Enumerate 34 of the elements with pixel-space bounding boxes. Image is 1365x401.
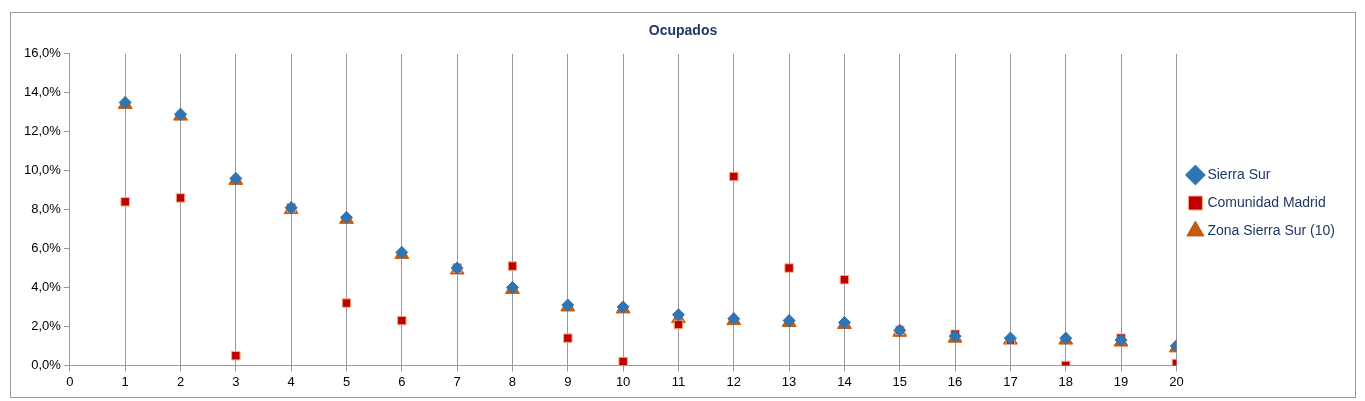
x-tick-label: 20 (1169, 373, 1184, 389)
x-tick-label: 0 (66, 373, 74, 389)
x-tick-label: 11 (671, 373, 686, 389)
y-tick-label: 16,0% (23, 45, 62, 61)
x-tick-label: 15 (892, 373, 907, 389)
x-tick-label: 8 (508, 373, 517, 389)
y-tick-label: 10,0% (23, 162, 62, 178)
x-tick-label: 4 (287, 373, 295, 389)
y-tick-label: 2,0% (31, 318, 62, 334)
y-tick-label: 8,0% (31, 201, 62, 217)
x-tick-label: 17 (1003, 373, 1018, 389)
x-tick-label: 9 (564, 373, 572, 389)
x-tick-label: 7 (453, 373, 461, 389)
x-tick-label: 19 (1113, 373, 1129, 389)
y-tick-label: 14,0% (23, 84, 62, 100)
chart-title: Ocupados (648, 22, 718, 39)
x-tick-label: 6 (398, 373, 406, 389)
y-tick-label: 12,0% (23, 123, 62, 139)
x-tick-label: 12 (726, 373, 742, 389)
x-tick-label: 16 (947, 373, 963, 389)
legend-label: Sierra Sur (1207, 165, 1271, 182)
x-tick-label: 13 (781, 373, 797, 389)
x-tick-label: 18 (1058, 373, 1073, 389)
x-tick-label: 10 (615, 373, 631, 389)
x-tick-label: 2 (176, 373, 185, 389)
x-tick-label: 3 (232, 373, 240, 389)
legend-label: Zona Sierra Sur (10) (1207, 221, 1335, 238)
y-tick-label: 0,0% (31, 356, 62, 372)
x-tick-label: 5 (342, 373, 351, 389)
x-tick-label: 14 (837, 373, 852, 389)
y-tick-label: 6,0% (31, 240, 62, 256)
y-tick-label: 4,0% (31, 279, 62, 295)
legend-label: Comunidad Madrid (1207, 193, 1326, 210)
x-tick-label: 1 (121, 373, 129, 389)
